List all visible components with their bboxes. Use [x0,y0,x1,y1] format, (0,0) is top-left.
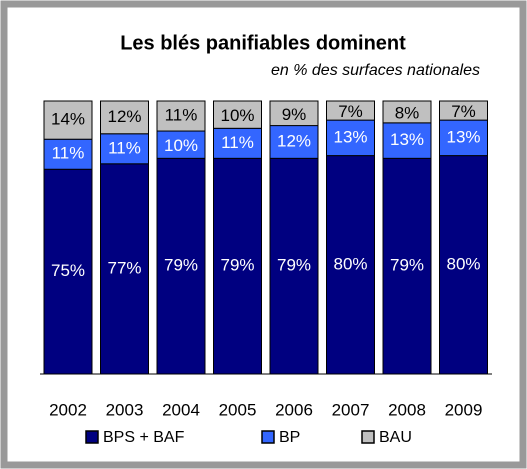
value-label: 75% [51,261,85,280]
legend-label: BAU [379,429,412,446]
bar-segment [326,119,375,157]
value-label: 77% [107,258,141,277]
x-tick-label: 2008 [388,400,426,419]
x-tick-label: 2004 [162,400,200,419]
value-label: 7% [338,102,363,121]
legend-swatch [85,430,99,444]
bar-segment [156,157,206,375]
legend-swatch [361,430,375,444]
bar-segment [213,100,262,129]
bar-segment [269,100,319,127]
value-label: 79% [164,256,198,275]
value-label: 13% [390,130,424,149]
bar-segment [382,122,432,159]
value-label: 79% [390,256,424,275]
value-label: 11% [52,144,85,163]
value-label: 7% [451,102,476,121]
bar-segment [439,119,488,157]
bar-segment [100,163,149,375]
value-label: 80% [333,254,367,273]
bar-segment [213,127,262,159]
value-label: 79% [220,256,254,275]
bar-segment [382,100,432,124]
x-tick-label: 2003 [106,400,144,419]
chart-subtitle: en % des surfaces nationales [271,62,480,79]
x-tick-label: 2007 [332,400,370,419]
x-tick-label: 2009 [445,400,483,419]
value-label: 11% [108,138,141,157]
bar-segment [439,155,488,375]
value-label: 11% [221,133,254,152]
value-label: 13% [333,127,367,146]
bar-segment [269,157,319,375]
value-label: 12% [107,107,141,126]
value-label: 9% [282,105,307,124]
bar-segment [156,100,206,132]
value-label: 13% [446,127,480,146]
legend-swatch [261,430,275,444]
value-label: 80% [446,254,480,273]
bar-segment [100,133,149,165]
bar-segment [213,157,262,375]
x-tick-label: 2005 [219,400,257,419]
value-label: 10% [220,106,254,125]
legend-label: BP [279,429,300,446]
bar-segment [43,100,93,140]
value-label: 12% [277,131,311,150]
bar-segment [269,125,319,159]
value-label: 14% [51,110,85,129]
x-tick-label: 2002 [49,400,87,419]
bar-segment [43,168,93,375]
value-label: 11% [165,105,198,124]
value-label: 10% [164,136,198,155]
value-label: 79% [277,256,311,275]
bar-segment [326,100,375,121]
bar-segment [156,130,206,159]
bar-segment [100,100,149,135]
bar-segment [439,100,488,121]
value-label: 8% [395,103,420,122]
bar-segment [382,157,432,375]
legend-label: BPS + BAF [103,429,185,446]
x-tick-label: 2006 [275,400,313,419]
bar-segment [326,155,375,375]
chart-title: Les blés panifiables dominent [120,32,406,54]
